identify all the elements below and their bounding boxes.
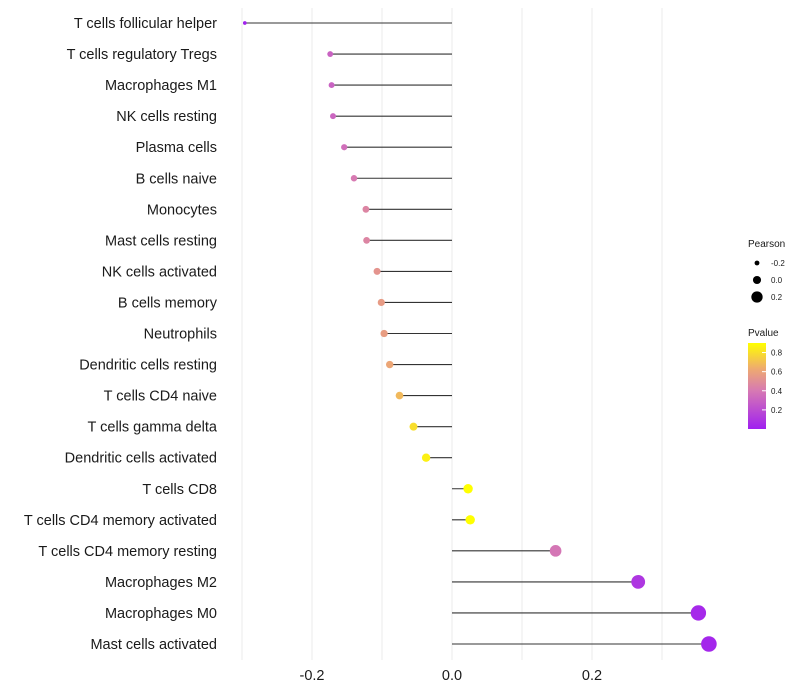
category-label: T cells CD8: [142, 482, 217, 498]
color-legend-label: 0.2: [771, 406, 783, 415]
size-legend: Pearson -0.2 0.0 0.2: [748, 239, 785, 303]
category-label: Macrophages M0: [105, 606, 217, 622]
category-label: NK cells resting: [116, 109, 217, 125]
color-legend-label: 0.8: [771, 349, 783, 358]
x-axis-tick-labels: -0.2 0.0 0.2: [300, 668, 603, 684]
lollipop-point: [362, 205, 370, 213]
category-label: Dendritic cells activated: [65, 451, 217, 467]
category-label: T cells CD4 naive: [104, 389, 217, 405]
category-label: NK cells activated: [102, 264, 217, 280]
size-legend-label: -0.2: [771, 259, 785, 268]
lollipop-point: [350, 175, 358, 182]
lollipop-point: [690, 605, 707, 621]
category-label: B cells naive: [136, 171, 217, 187]
lollipop-point: [409, 422, 418, 431]
lollipop-point: [465, 515, 475, 525]
color-legend-bar: [748, 343, 766, 429]
category-label: T cells follicular helper: [74, 16, 217, 32]
lollipop-point: [380, 329, 388, 338]
lollipop-point: [328, 82, 335, 89]
stem-layer: [244, 22, 709, 645]
category-label: Neutrophils: [144, 327, 217, 343]
category-label: Dendritic cells resting: [79, 358, 217, 374]
x-tick-label: 0.0: [442, 668, 462, 684]
lollipop-point: [395, 391, 404, 400]
category-label: Macrophages M1: [105, 78, 217, 94]
color-legend: Pvalue 0.8 0.6 0.4 0.2: [748, 328, 783, 429]
category-label: T cells regulatory Tregs: [67, 47, 217, 63]
size-legend-dot: [751, 291, 763, 303]
category-label: Macrophages M2: [105, 575, 217, 591]
size-legend-label: 0.2: [771, 293, 783, 302]
category-label: T cells CD4 memory resting: [38, 544, 217, 560]
size-legend-dot: [754, 260, 760, 266]
x-tick-label: -0.2: [300, 668, 325, 684]
lollipop-point: [386, 360, 394, 369]
lollipop-point: [242, 21, 247, 25]
lollipop-point: [373, 267, 381, 275]
lollipop-point: [701, 636, 717, 652]
category-label: T cells gamma delta: [88, 420, 218, 436]
lollipop-point: [341, 144, 348, 151]
lollipop-point: [463, 484, 473, 494]
x-tick-label: 0.2: [582, 668, 602, 684]
color-legend-title: Pvalue: [748, 328, 779, 339]
category-label: Mast cells activated: [90, 637, 217, 653]
color-legend-label: 0.4: [771, 387, 783, 396]
category-label: T cells CD4 memory activated: [24, 513, 217, 529]
size-legend-title: Pearson: [748, 239, 785, 250]
lollipop-point: [327, 51, 334, 57]
category-label: B cells memory: [118, 295, 218, 311]
category-labels: T cells follicular helper T cells regulat…: [24, 16, 218, 653]
lollipop-point: [330, 113, 336, 120]
point-layer: [242, 21, 717, 652]
size-legend-dot: [752, 275, 762, 285]
lollipop-point: [363, 236, 371, 244]
lollipop-point: [631, 575, 646, 589]
category-label: Mast cells resting: [105, 233, 217, 249]
category-label: Plasma cells: [136, 140, 217, 156]
lollipop-point: [549, 545, 562, 557]
color-legend-label: 0.6: [771, 368, 783, 377]
lollipop-point: [377, 298, 385, 307]
category-label: Monocytes: [147, 202, 217, 218]
size-legend-label: 0.0: [771, 276, 783, 285]
lollipop-point: [421, 453, 431, 462]
